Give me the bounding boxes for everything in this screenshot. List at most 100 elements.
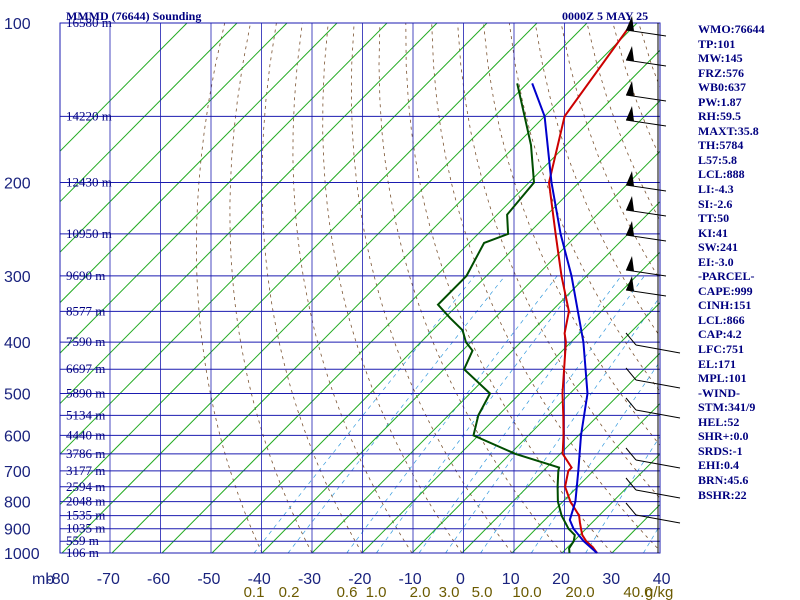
sounding-index-item: KI:41	[698, 225, 728, 240]
temperature-trace	[547, 23, 633, 554]
pressure-tick-label: 300	[4, 269, 31, 286]
pressure-tick-label: 200	[4, 176, 31, 193]
x-axis-unit-label: mb	[32, 571, 54, 588]
height-label: 14220 m	[66, 108, 112, 123]
dry-adiabat-line	[195, 23, 263, 554]
sounding-index-item: SRDS:-1	[698, 443, 743, 458]
wind-barb	[635, 514, 681, 524]
dry-adiabat-line	[768, 23, 800, 553]
sounding-index-item: MW:145	[698, 51, 743, 66]
mixing-ratio-label: 2.0	[410, 584, 431, 600]
sounding-index-item: EHI:0.4	[698, 458, 740, 473]
sounding-index-item: BRN:45.6	[698, 472, 749, 487]
temperature-tick-label: 10	[502, 571, 520, 588]
wind-barb-feather	[625, 367, 637, 381]
sounding-traces	[436, 23, 633, 554]
wind-barb-flag	[626, 106, 634, 121]
wind-barb-flag	[626, 196, 634, 211]
sounding-index-item: MAXT:35.8	[698, 123, 759, 138]
chart-title: MMMD (76644) Sounding	[66, 9, 201, 23]
sounding-index-item: -PARCEL-	[698, 269, 755, 284]
height-label: 4440 m	[66, 427, 105, 442]
sounding-index-item: LI:-4.3	[698, 182, 734, 197]
pressure-tick-label: 400	[4, 335, 31, 352]
isotherm-line	[361, 251, 660, 554]
chart-timestamp: 0000Z 5 MAY 25	[562, 9, 648, 23]
wind-barb	[635, 379, 681, 389]
sounding-index-item: WB0:637	[698, 80, 746, 95]
mixing-ratio-label: 0.2	[279, 584, 300, 600]
isotherm-line	[60, 23, 238, 203]
sounding-index-item: CINH:151	[698, 298, 752, 313]
isotherm-line	[111, 23, 638, 554]
sounding-index-item: LFC:751	[698, 342, 744, 357]
wind-barb-feather	[625, 397, 637, 411]
sounding-index-item: HEL:52	[698, 414, 740, 429]
dry-adiabat-line	[794, 23, 800, 553]
mixing-ratio-label: 0.6	[337, 584, 358, 600]
wind-barb	[625, 59, 667, 67]
wind-barb	[625, 29, 667, 37]
temperature-tick-label: 0	[456, 571, 465, 588]
mixing-ratio-label: 5.0	[472, 584, 493, 600]
wind-barb	[635, 409, 681, 419]
isotherm-line	[161, 49, 660, 554]
height-label: 1035 m	[66, 521, 105, 536]
height-label: 3177 m	[66, 463, 105, 478]
temperature-tick-label: -20	[348, 571, 371, 588]
isotherm-line	[60, 23, 188, 152]
sounding-indices-panel: WMO:76644 TP:101 MW:145 FRZ:576 WB0:637 PW:1.…	[698, 22, 765, 502]
sounding-index-item: RH:59.5	[698, 109, 741, 124]
height-label: 2594 m	[66, 479, 105, 494]
temperature-tick-label: -30	[298, 571, 321, 588]
mixing-ratio-label: 0.1	[244, 584, 265, 600]
height-label: 8577 m	[66, 303, 105, 318]
pressure-tick-label: 600	[4, 428, 31, 445]
sounding-index-item: LCL:866	[698, 312, 745, 327]
pressure-tick-label: 800	[4, 495, 31, 512]
sounding-index-item: -WIND-	[698, 385, 740, 400]
temperature-tick-label: -70	[97, 571, 120, 588]
sounding-index-item: EL:171	[698, 356, 737, 371]
pressure-gridlines	[59, 22, 661, 554]
isotherms	[60, 23, 660, 554]
isotherm-line	[60, 23, 388, 354]
isotherm-line	[261, 150, 660, 554]
isotherm-line	[60, 23, 488, 455]
height-label: 10950 m	[66, 226, 112, 241]
mixing-ratio-line	[531, 360, 660, 554]
wind-barb-column	[625, 16, 681, 553]
wind-barb	[635, 459, 681, 469]
wind-barb-flag	[626, 276, 634, 291]
wind-barb	[625, 269, 667, 277]
mixing-ratio-label: 40.0	[623, 584, 652, 600]
parcel-trace	[531, 83, 598, 554]
wind-barb-feather	[625, 332, 637, 346]
sounding-index-item: MPL:101	[698, 371, 747, 386]
height-label: 5890 m	[66, 385, 105, 400]
wind-barb	[625, 94, 667, 102]
height-label: 559 m	[66, 533, 99, 548]
mixing-ratio-label: 20.0	[565, 584, 594, 600]
dry-adiabat-line	[229, 23, 313, 554]
height-label: 5134 m	[66, 407, 105, 422]
wind-barb-feather	[625, 477, 637, 491]
temperature-tick-label: -80	[46, 571, 69, 588]
height-label: 7590 m	[66, 334, 105, 349]
isotherm-line	[60, 23, 288, 253]
sounding-index-item: CAP:4.2	[698, 327, 742, 342]
isotherm-line	[60, 23, 538, 506]
wind-barb	[625, 234, 667, 242]
sounding-index-item: SW:241	[698, 240, 739, 255]
pressure-tick-label: 900	[4, 522, 31, 539]
height-label: 9690 m	[66, 268, 105, 283]
sounding-index-item: SHR+:0.0	[698, 429, 749, 444]
sounding-index-item: EI:-3.0	[698, 254, 734, 269]
sounding-index-item: TT:50	[698, 211, 730, 226]
dry-adiabat-line	[586, 23, 660, 222]
sounding-index-item: STM:341/9	[698, 400, 756, 415]
wind-barb	[635, 489, 681, 499]
plot-frame	[59, 22, 661, 554]
